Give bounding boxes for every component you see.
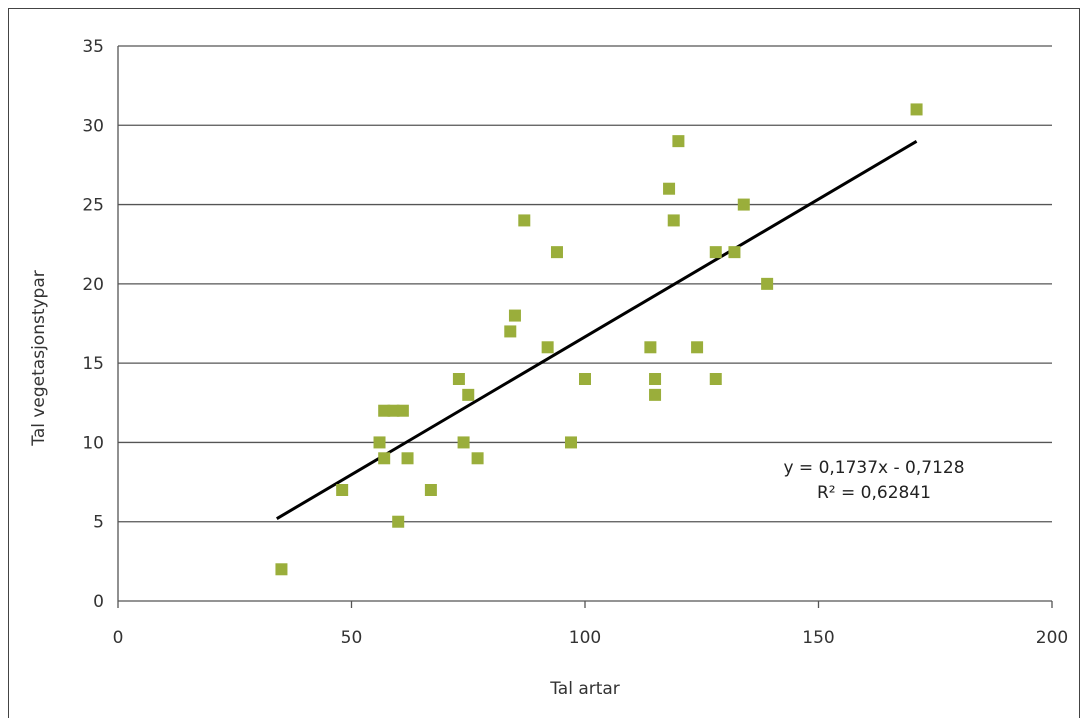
data-point [691,341,704,354]
data-point [387,404,400,417]
y-tick-label: 35 [82,37,104,57]
y-tick-label: 15 [82,354,104,374]
data-point [649,373,662,385]
y-tick-label: 30 [82,116,104,136]
x-tick-labels: 0 50 100 150 200 [113,628,1069,648]
axes [117,46,1053,608]
y-tick-label: 25 [82,196,104,216]
data-point [672,135,685,148]
data-point [471,452,484,465]
y-tick-label: 20 [82,275,104,295]
x-tick-label: 150 [802,628,834,648]
data-point [452,373,465,385]
data-point [336,484,349,496]
data-point [910,103,923,116]
data-point [508,309,521,322]
x-tick-label: 50 [341,628,363,648]
x-tick-label: 100 [569,628,601,648]
data-point [462,388,475,401]
data-point [373,436,386,449]
data-point [518,214,531,227]
y-tick-label: 5 [93,513,104,533]
data-point [378,452,391,465]
data-point [378,404,391,417]
data-point [424,484,437,496]
data-point [541,341,554,354]
data-point [761,277,774,290]
data-point [275,563,288,576]
y-tick-label: 0 [93,592,104,612]
x-tick-label: 0 [113,628,124,648]
trendline-r-squared: R² = 0,62841 [817,483,931,503]
y-axis-title: Tal vegetasjonstypar [29,270,49,447]
x-axis-title: Tal artar [549,679,620,699]
data-point [564,436,577,449]
y-tick-label: 10 [82,433,104,453]
data-point [504,325,517,338]
data-point [709,373,722,385]
x-tick-label: 200 [1036,628,1068,648]
y-tick-labels: 0 5 10 15 20 25 30 35 [82,37,104,612]
data-point [728,246,741,259]
gridlines [118,45,1052,523]
trendline-equation: y = 0,1737x - 0,7128 [783,458,964,478]
data-point [550,246,563,259]
data-point [709,246,722,259]
data-point [649,388,662,401]
data-point [401,452,414,465]
data-point [644,341,657,354]
data-point [663,182,676,195]
data-point [737,198,750,211]
data-points [275,103,923,576]
data-point [396,404,409,417]
data-point [457,436,470,449]
data-point [667,214,680,227]
data-point [579,373,591,385]
data-point [392,515,405,528]
